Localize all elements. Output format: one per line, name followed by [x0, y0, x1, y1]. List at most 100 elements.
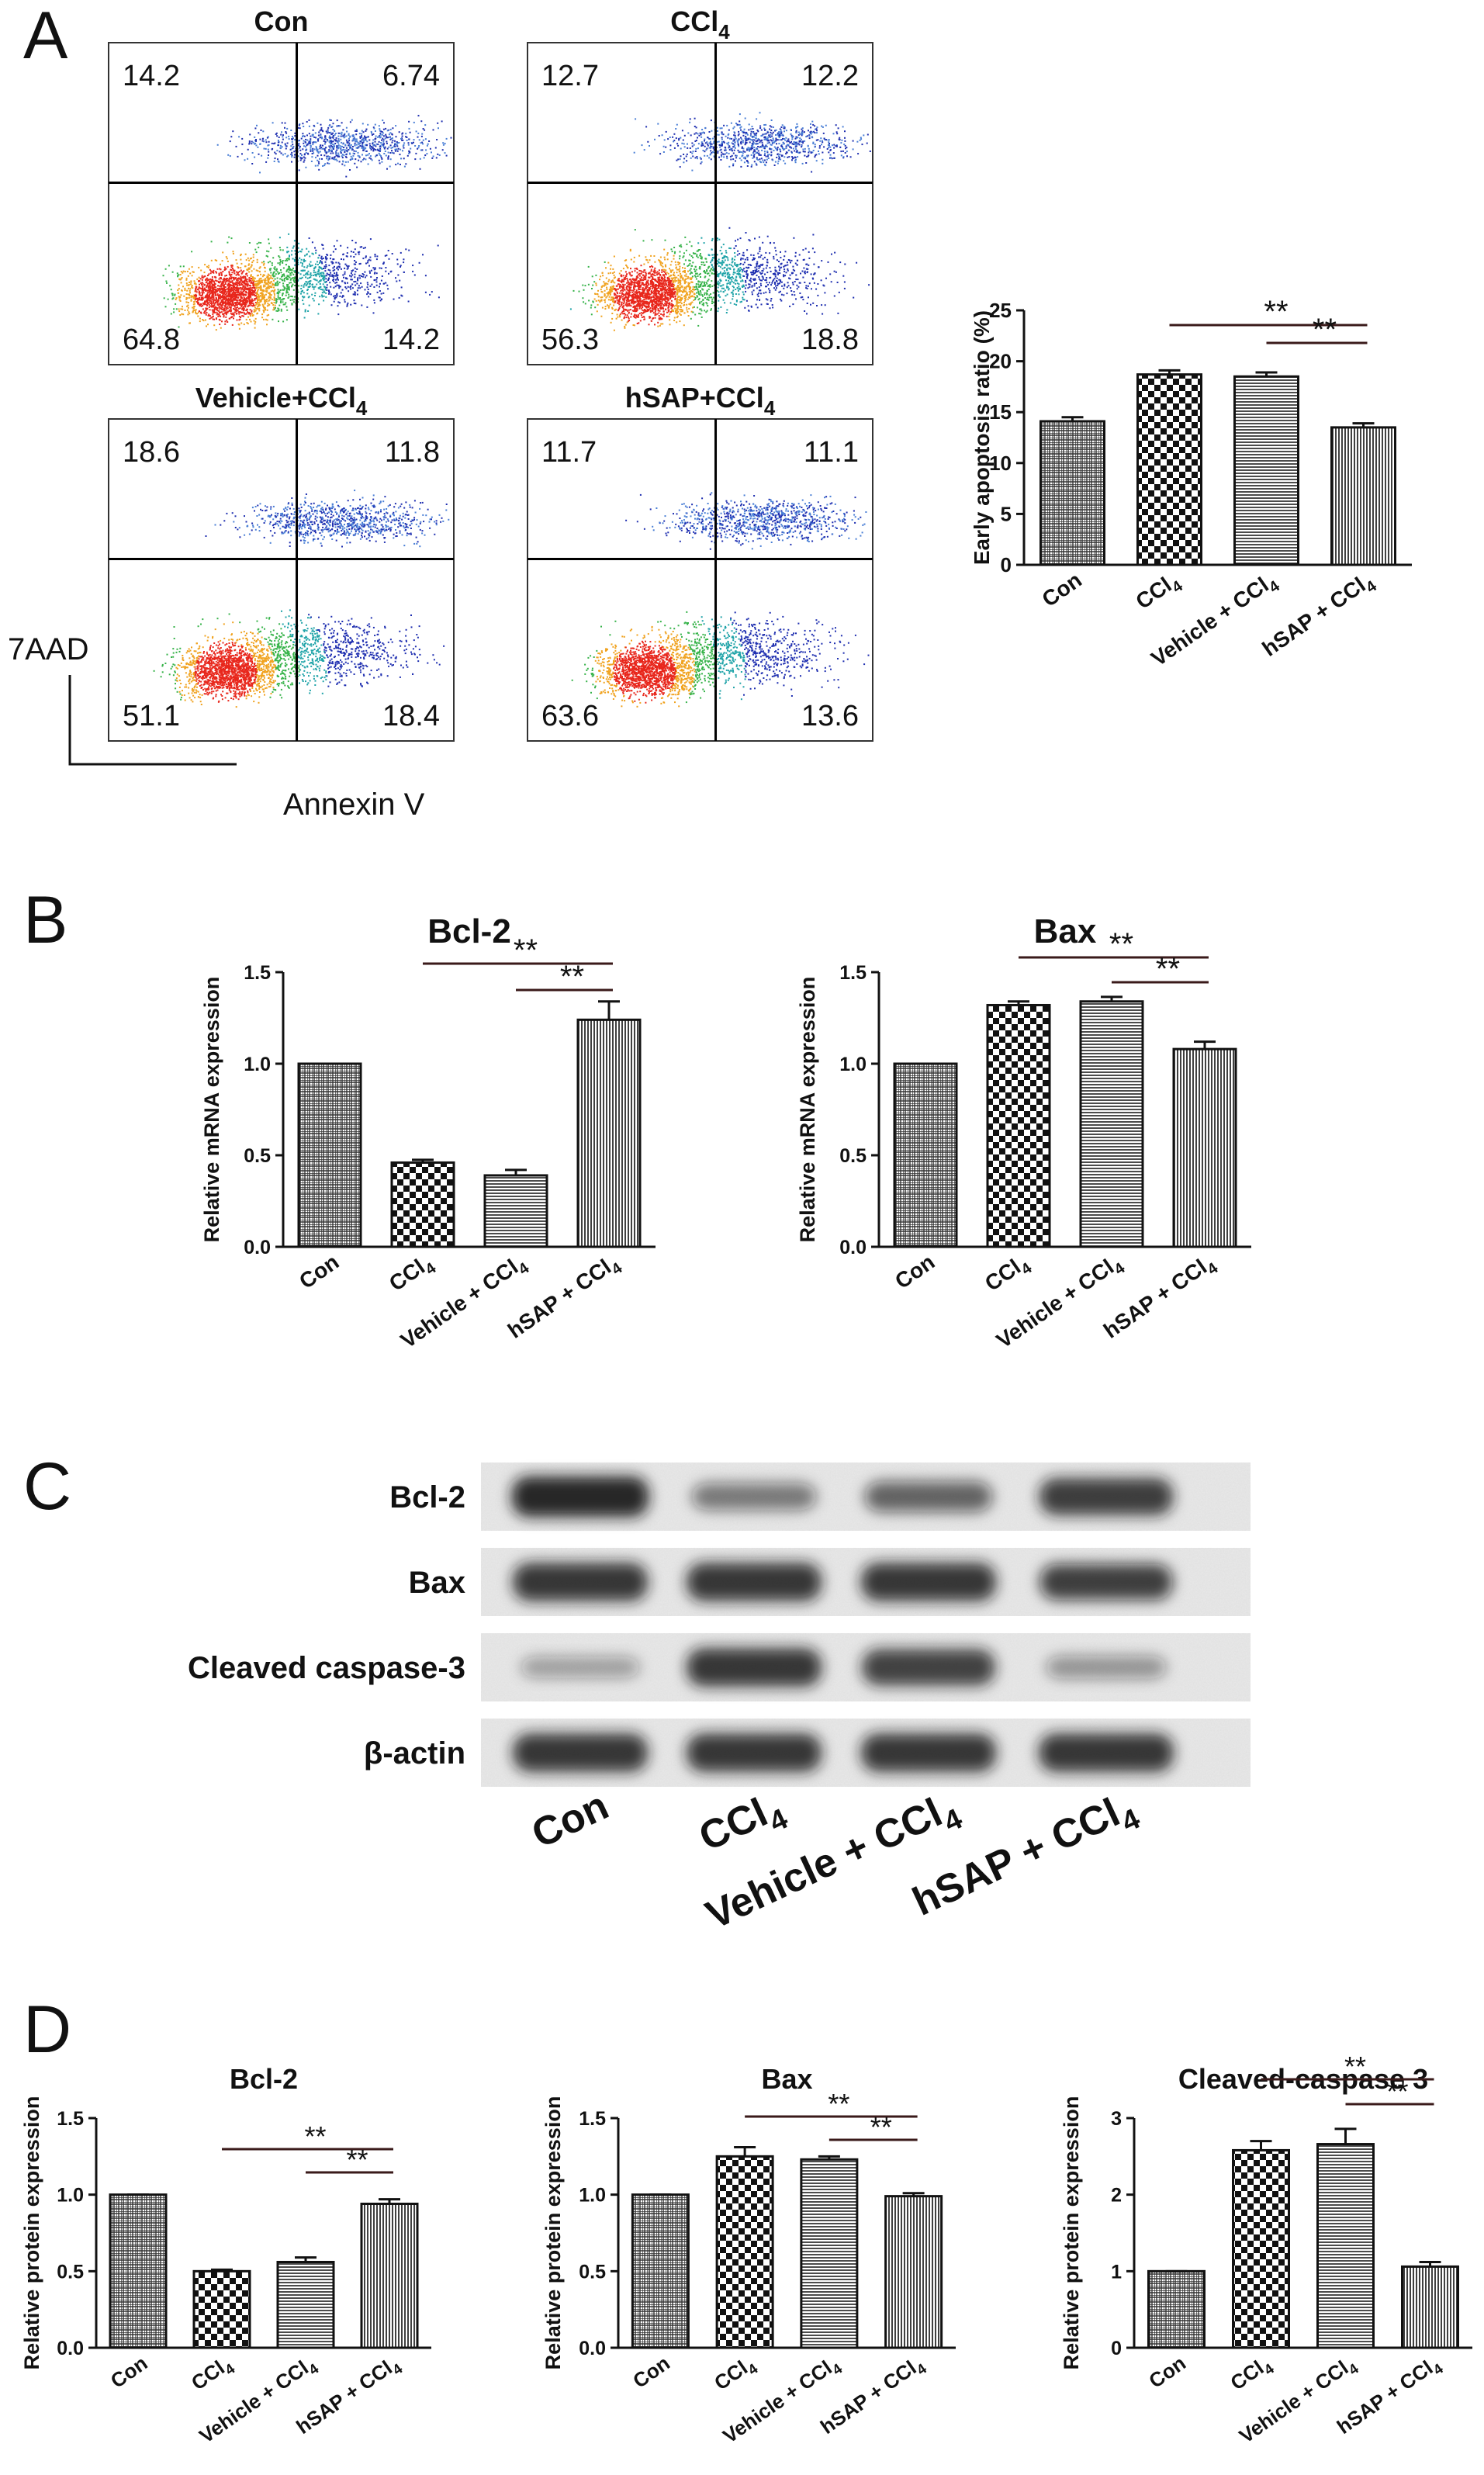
y-tick-label: 0.0	[579, 2338, 606, 2359]
y-tick-label: 0.0	[57, 2338, 84, 2359]
y-tick-label: 0.0	[244, 1237, 271, 1258]
y-tick-label: 0.0	[839, 1237, 867, 1258]
early-apoptosis-chart: Early apoptosis ratio (%) 0 5 10 15 20 25 Con CC…	[970, 295, 1412, 671]
significance-label: **	[1264, 295, 1288, 329]
x-tick-label-2: CCl4	[385, 1249, 440, 1300]
blot-row-label: Bax	[409, 1566, 465, 1600]
bar-2	[192, 2269, 251, 2349]
blot-band	[1039, 1477, 1174, 1516]
blot-band	[513, 1733, 648, 1772]
y-tick-label: 1.5	[57, 2108, 84, 2130]
bar-2	[1232, 2148, 1290, 2349]
bar-2	[715, 2155, 774, 2349]
blot-band	[1046, 1656, 1167, 1679]
bar-3	[483, 1174, 548, 1248]
flow-quadrant-lower-left: 64.8	[123, 324, 180, 356]
y-tick-label: 1.0	[839, 1054, 867, 1075]
flow-quadrant-upper-right: 12.2	[801, 60, 859, 92]
flow-cytometry-panel: Con 14.2 6.74 64.8 14.2 CCl4 12.7 12.2 56.3 18.8 V…	[108, 5, 873, 742]
flow-quadrant-upper-left: 11.7	[541, 436, 597, 469]
y-tick-label: 0.5	[244, 1145, 271, 1167]
flow-density-dots	[162, 115, 452, 331]
x-tick-label-2: CCl4	[981, 1249, 1036, 1300]
flow-plot-title: CCl4	[670, 5, 730, 43]
x-tick-label-1: Con	[295, 1250, 343, 1294]
blot-band	[513, 1563, 648, 1601]
y-tick-label: 0.5	[579, 2261, 606, 2283]
blot-band	[687, 1648, 822, 1687]
significance-label: **	[1109, 927, 1133, 961]
bax-mrna-chart: Bax Relative mRNA expression 0.0 0.5 1.0 1.5 C…	[796, 912, 1251, 1353]
y-tick-label: 1.0	[579, 2185, 606, 2207]
y-tick-label: 25	[989, 299, 1012, 322]
x-tick-label-2: CCl4	[1226, 2351, 1278, 2398]
blot-row-label: Bcl-2	[389, 1480, 465, 1514]
chart-title: Bcl-2	[230, 2063, 298, 2095]
y-tick-label: 1.5	[579, 2108, 606, 2130]
flow-quadrant-upper-right: 11.8	[385, 436, 440, 469]
panel-label-d: D	[23, 1992, 71, 2067]
flow-quadrant-lower-right: 18.4	[382, 700, 440, 732]
bar-4	[1172, 1047, 1237, 1248]
flow-plot-title: Vehicle+CCl4	[195, 382, 368, 420]
flow-plot-frame	[527, 42, 873, 365]
x-tick-label-2: CCl4	[710, 2351, 761, 2398]
significance-label: **	[560, 960, 584, 994]
y-tick-label: 15	[989, 400, 1012, 424]
flow-quadrant-upper-right: 6.74	[382, 60, 440, 92]
flow-quadrant-upper-left: 12.7	[541, 60, 599, 92]
panel-label-a: A	[23, 0, 68, 73]
flow-quadrant-upper-right: 11.1	[804, 436, 859, 469]
y-tick-label: 0.5	[839, 1145, 867, 1167]
flow-y-axis-label: 7AAD	[8, 632, 89, 666]
bar-1	[631, 2193, 690, 2349]
x-tick-label-1: Con	[628, 2351, 674, 2393]
y-axis-label: Relative mRNA expression	[796, 977, 819, 1243]
y-tick-label: 0.5	[57, 2261, 84, 2283]
y-tick-label: 2	[1111, 2185, 1122, 2207]
blot-band	[511, 1476, 649, 1518]
flow-quadrant-lower-left: 63.6	[541, 700, 599, 732]
bar-2	[986, 1003, 1051, 1248]
blot-lane-label-4: hSAP + CCl4	[906, 1783, 1145, 1932]
flow-plot-frame	[527, 418, 873, 742]
bar-4	[884, 2195, 943, 2349]
bar-1	[893, 1062, 958, 1248]
flow-density-dots	[569, 112, 871, 331]
y-tick-label: 1.5	[839, 962, 867, 984]
significance-label: **	[514, 933, 538, 968]
flow-quadrant-lower-left: 56.3	[541, 324, 599, 356]
bcl2-protein-chart: Bcl-2 Relative protein expression 0.0 0.5 1.…	[20, 2063, 431, 2448]
significance-label: **	[304, 2120, 326, 2152]
flow-quadrant-lower-left: 51.1	[123, 700, 180, 732]
flow-plot-title: hSAP+CCl4	[625, 382, 776, 420]
x-tick-label-4: hSAP + CCl4	[1258, 567, 1381, 665]
flow-quadrant-upper-left: 18.6	[123, 436, 180, 469]
blot-lane-label-2: CCl4	[693, 1783, 793, 1868]
chart-title: Bcl-2	[427, 912, 511, 950]
bar-4	[1330, 426, 1396, 566]
significance-label: **	[346, 2144, 368, 2176]
blot-band	[864, 1481, 993, 1512]
bar-3	[800, 2158, 859, 2349]
flow-plot-title: Con	[254, 5, 309, 37]
chart-title: Bax	[1034, 912, 1097, 950]
y-tick-label: 0	[1001, 553, 1012, 576]
y-tick-label: 20	[989, 350, 1012, 373]
y-axis-label: Relative protein expression	[541, 2096, 565, 2370]
bcl2-mrna-chart: Bcl-2 Relative mRNA expression 0.0 0.5 1.0 1.…	[200, 912, 656, 1353]
y-tick-label: 1	[1111, 2261, 1122, 2283]
panel-label-c: C	[23, 1449, 71, 1524]
significance-label: **	[1386, 2075, 1408, 2107]
chart-title: Bax	[761, 2063, 812, 2095]
bar-4	[1401, 2265, 1459, 2349]
bar-1	[1147, 2269, 1206, 2349]
x-tick-label-2: CCl4	[187, 2351, 238, 2398]
y-axis-label: Relative mRNA expression	[200, 977, 223, 1243]
blot-band	[687, 1733, 822, 1772]
y-axis-label: Relative protein expression	[1060, 2096, 1083, 2370]
flow-density-dots	[153, 490, 450, 708]
bar-3	[1233, 375, 1299, 566]
blot-row-label: Cleaved caspase-3	[188, 1651, 465, 1685]
